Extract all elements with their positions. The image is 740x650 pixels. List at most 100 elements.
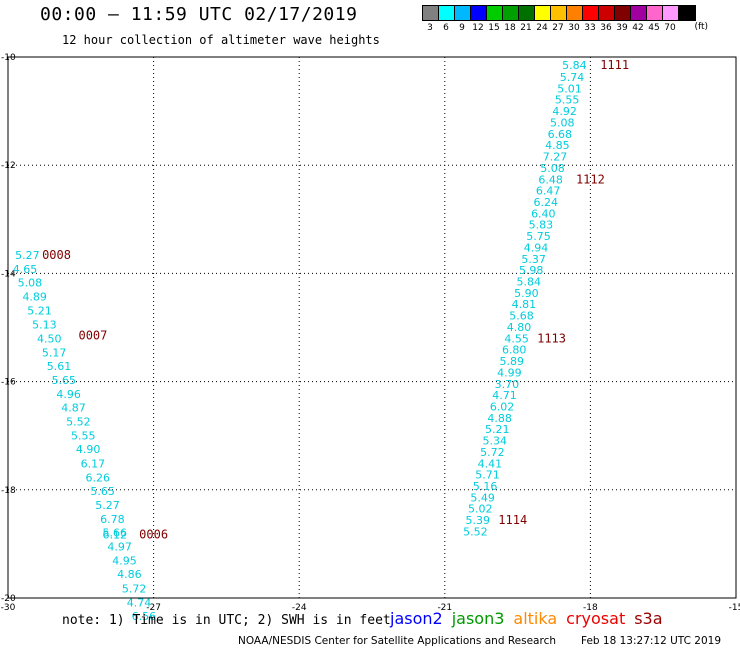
wave-height-value: 6.56 xyxy=(132,610,157,623)
wave-height-value: 4.89 xyxy=(22,291,47,304)
wave-height-value: 5.01 xyxy=(557,82,582,95)
wave-height-value: 5.90 xyxy=(514,287,539,300)
legend-tick-label: 24 xyxy=(536,23,548,33)
legend-unit: (ft) xyxy=(694,22,708,32)
legend-tick-label: 6 xyxy=(443,23,449,33)
wave-height-value: 4.90 xyxy=(76,443,101,456)
wave-height-value: 5.21 xyxy=(485,423,510,436)
wave-height-value: 6.26 xyxy=(86,471,111,484)
satellite-label-jason2: jason2 xyxy=(390,609,443,628)
legend-color-bar xyxy=(422,5,696,21)
wave-height-value: 5.21 xyxy=(27,305,52,318)
plot-frame xyxy=(7,56,737,599)
wave-height-value: 5.52 xyxy=(463,525,488,538)
wave-height-value: 5.27 xyxy=(15,249,40,262)
wave-height-value: 5.74 xyxy=(560,71,585,84)
wave-height-value: 4.94 xyxy=(524,241,549,254)
wave-height-value: 5.55 xyxy=(71,430,96,443)
legend-tick-label: 42 xyxy=(632,23,644,33)
wave-height-value: 6.17 xyxy=(81,457,106,470)
wave-height-value: 5.08 xyxy=(18,277,43,290)
legend-tick-label: 39 xyxy=(616,23,628,33)
wave-height-value: 5.68 xyxy=(509,310,534,323)
satellite-label-cryosat: cryosat xyxy=(566,609,626,628)
wave-height-value: 6.24 xyxy=(533,196,558,209)
wave-height-value: 5.83 xyxy=(529,219,554,232)
legend-swatch xyxy=(647,6,663,20)
legend-tick-label: 15 xyxy=(488,23,500,33)
wave-height-value: 5.65 xyxy=(90,485,115,498)
wave-height-value: 6.78 xyxy=(100,513,125,526)
wave-height-value: 4.86 xyxy=(117,568,142,581)
legend-swatch xyxy=(583,6,599,20)
wave-height-value: 5.71 xyxy=(475,469,500,482)
pass-time-label: 0007 xyxy=(78,329,107,343)
chart-title: 00:00 – 11:59 UTC 02/17/2019 xyxy=(40,4,358,25)
pass-time-label: 1113 xyxy=(537,331,566,345)
wave-height-value: 5.02 xyxy=(468,503,493,516)
y-tick-label: -14 xyxy=(1,269,16,279)
legend-swatch xyxy=(455,6,471,20)
wave-height-value: 5.52 xyxy=(66,416,91,429)
wave-height-value: 5.84 xyxy=(562,59,587,72)
legend-swatch xyxy=(471,6,487,20)
wave-height-value: 5.39 xyxy=(466,514,491,527)
wave-height-value: 5.75 xyxy=(526,230,551,243)
wave-height-value: 6.80 xyxy=(502,344,527,357)
legend-tick-label: 36 xyxy=(600,23,612,33)
y-tick-label: -12 xyxy=(1,161,16,171)
legend-swatch xyxy=(487,6,503,20)
wave-height-value: 4.74 xyxy=(127,596,152,609)
wave-height-value: 6.12 xyxy=(103,529,128,542)
legend-swatch xyxy=(439,6,455,20)
wave-height-value: 7.27 xyxy=(543,151,568,164)
satellite-label-jason3: jason3 xyxy=(451,609,505,628)
chart-subtitle: 12 hour collection of altimeter wave hei… xyxy=(62,33,380,47)
legend-swatch xyxy=(599,6,615,20)
wave-height-value: 4.95 xyxy=(112,555,137,568)
pass-time-label: 1114 xyxy=(498,513,527,527)
satellite-label-altika: altika xyxy=(513,609,558,628)
wave-height-value: 6.40 xyxy=(531,207,556,220)
legend-swatch xyxy=(663,6,679,20)
wave-height-value: 5.72 xyxy=(480,446,505,459)
wave-height-value: 4.97 xyxy=(107,541,132,554)
wave-height-value: 4.41 xyxy=(478,457,503,470)
x-tick-label: -15 xyxy=(729,603,740,613)
x-tick-label: -21 xyxy=(437,603,452,613)
wave-height-value: 4.55 xyxy=(504,332,529,345)
legend-swatch xyxy=(423,6,439,20)
wave-height-value: 5.66 xyxy=(103,527,128,540)
wave-height-value: 3.70 xyxy=(495,378,520,391)
wave-height-value: 4.81 xyxy=(512,298,537,311)
legend-tick-label: 21 xyxy=(520,23,532,33)
wave-height-value: 5.55 xyxy=(555,94,580,107)
legend-tick-label: 70 xyxy=(664,23,676,33)
credit-line: NOAA/NESDIS Center for Satellite Applica… xyxy=(238,635,556,647)
legend-swatch xyxy=(519,6,535,20)
legend-swatch xyxy=(631,6,647,20)
satellite-legend: jason2 jason3 altika cryosat s3a xyxy=(390,609,672,628)
wave-height-value: 4.96 xyxy=(56,388,81,401)
x-tick-label: -24 xyxy=(292,603,307,613)
wave-height-value: 5.08 xyxy=(540,162,565,175)
wave-height-value: 5.72 xyxy=(122,582,147,595)
wave-height-value: 5.16 xyxy=(473,480,498,493)
wave-height-value: 5.17 xyxy=(42,346,67,359)
wave-height-value: 5.65 xyxy=(52,374,77,387)
legend-swatch xyxy=(615,6,631,20)
wave-height-value: 4.50 xyxy=(37,332,62,345)
y-tick-label: -18 xyxy=(1,486,16,496)
wave-height-value: 5.98 xyxy=(519,264,544,277)
wave-height-value: 4.65 xyxy=(13,263,38,276)
legend-tick-label: 9 xyxy=(459,23,465,33)
wave-height-value: 4.87 xyxy=(61,402,86,415)
wave-height-value: 5.37 xyxy=(521,253,546,266)
wave-height-value: 4.88 xyxy=(487,412,512,425)
legend-tick-label: 27 xyxy=(552,23,564,33)
x-tick-label: -30 xyxy=(1,603,16,613)
legend-swatch xyxy=(567,6,583,20)
legend-tick-label: 12 xyxy=(472,23,484,33)
